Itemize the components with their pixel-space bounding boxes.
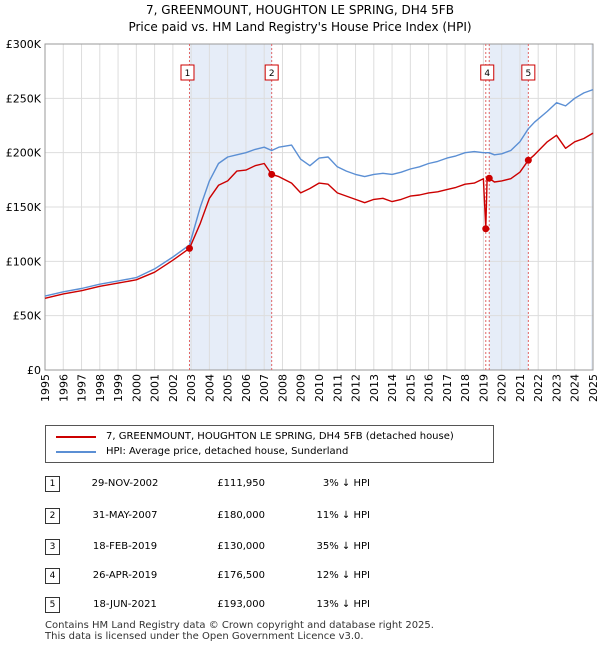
sale-point	[268, 170, 276, 178]
x-tick-label: 2022	[532, 374, 545, 402]
sale-label-text: 4	[484, 69, 490, 79]
x-tick-label: 2025	[587, 374, 600, 402]
x-tick-label: 2021	[514, 374, 527, 402]
sale-label-box	[521, 64, 536, 81]
x-tick-label: 2007	[258, 374, 271, 402]
sale-label-box	[480, 64, 495, 81]
row-number: 2	[45, 508, 60, 524]
row-hpi-diff: 13% ↓ HPI	[316, 599, 370, 610]
row-number: 5	[45, 597, 60, 613]
sale-label-text: 5	[525, 69, 531, 79]
x-tick-label: 2001	[149, 374, 162, 402]
legend-label-property: 7, GREENMOUNT, HOUGHTON LE SPRING, DH4 5…	[106, 431, 454, 442]
table-row: 4 26-APR-2019 £176,500 12% ↓ HPI	[0, 567, 600, 585]
x-tick-label: 2016	[423, 374, 436, 402]
legend-swatch-hpi	[56, 451, 96, 453]
x-tick-label: 2000	[130, 374, 143, 402]
legend: 7, GREENMOUNT, HOUGHTON LE SPRING, DH4 5…	[45, 425, 494, 463]
table-row: 3 18-FEB-2019 £130,000 35% ↓ HPI	[0, 538, 600, 556]
row-number: 3	[45, 539, 60, 555]
sale-labels: 1 2 4 5	[180, 64, 536, 81]
x-tick-label: 2023	[550, 374, 563, 402]
x-tick-label: 1997	[76, 374, 89, 402]
property-series-line	[44, 132, 594, 299]
x-tick-label: 2017	[441, 374, 454, 402]
footer-attribution: Contains HM Land Registry data © Crown c…	[45, 620, 434, 642]
x-tick-label: 2003	[185, 374, 198, 402]
y-axis-ticks: £0 £50K £100K £150K £200K £250K £300K	[6, 38, 42, 377]
x-tick-label: 2013	[368, 374, 381, 402]
sale-label-box	[180, 64, 195, 81]
sale-point	[485, 174, 493, 182]
x-tick-label: 2004	[203, 374, 216, 402]
table-row: 5 18-JUN-2021 £193,000 13% ↓ HPI	[0, 596, 600, 614]
row-number: 1	[45, 476, 60, 492]
legend-label-hpi: HPI: Average price, detached house, Sund…	[106, 446, 349, 457]
table-row: 1 29-NOV-2002 £111,950 3% ↓ HPI	[0, 475, 600, 493]
legend-swatch-property	[56, 436, 96, 438]
row-price: £180,000	[217, 510, 265, 521]
sale-point	[185, 244, 193, 252]
sale-points	[185, 156, 532, 252]
x-tick-label: 2010	[313, 374, 326, 402]
x-tick-label: 1995	[39, 374, 52, 402]
row-date: 31-MAY-2007	[92, 510, 158, 521]
row-hpi-diff: 3% ↓ HPI	[322, 478, 370, 489]
row-hpi-diff: 11% ↓ HPI	[316, 510, 370, 521]
row-hpi-diff: 35% ↓ HPI	[316, 541, 370, 552]
sale-point	[482, 225, 490, 233]
y-tick-label: £300K	[6, 38, 42, 51]
y-tick-label: £150K	[6, 201, 42, 214]
title-line-1: 7, GREENMOUNT, HOUGHTON LE SPRING, DH4 5…	[146, 3, 454, 17]
title-line-2: Price paid vs. HM Land Registry's House …	[128, 20, 472, 34]
hpi-series-line	[44, 88, 594, 297]
sale-label-text: 2	[269, 69, 275, 79]
row-price: £130,000	[217, 541, 265, 552]
x-tick-label: 2009	[295, 374, 308, 402]
plot-frame	[44, 43, 594, 371]
x-axis-ticks: 1995 1996 1997 1998 1999 2000 2001 2002 2003 2004…	[39, 374, 600, 402]
x-tick-label: 2018	[459, 374, 472, 402]
x-tick-label: 2020	[496, 374, 509, 402]
chart-title: 7, GREENMOUNT, HOUGHTON LE SPRING, DH4 5…	[0, 2, 600, 36]
row-date: 18-JUN-2021	[93, 599, 157, 610]
y-tick-label: £0	[27, 364, 41, 377]
x-tick-label: 2005	[222, 374, 235, 402]
x-tick-label: 2024	[569, 374, 582, 402]
x-tick-label: 1996	[57, 374, 70, 402]
x-tick-label: 2008	[276, 374, 289, 402]
sale-label-text: 1	[185, 69, 191, 79]
y-tick-label: £250K	[6, 92, 42, 105]
x-tick-label: 2006	[240, 374, 253, 402]
y-tick-label: £200K	[6, 147, 42, 160]
row-price: £176,500	[217, 570, 265, 581]
y-tick-label: £100K	[6, 255, 42, 268]
row-date: 18-FEB-2019	[92, 541, 158, 552]
sale-point	[524, 156, 532, 164]
x-tick-label: 2019	[477, 374, 490, 402]
x-tick-label: 2014	[386, 374, 399, 402]
row-date: 29-NOV-2002	[91, 478, 159, 489]
row-price: £111,950	[217, 478, 265, 489]
x-tick-label: 2011	[331, 374, 344, 402]
row-number: 4	[45, 568, 60, 584]
price-chart: 1 2 4 5 £0 £50K £100K £150K £200K £250K £300K 199…	[6, 38, 600, 402]
sale-label-box	[264, 64, 279, 81]
row-price: £193,000	[217, 599, 265, 610]
x-tick-label: 1998	[94, 374, 107, 402]
row-date: 26-APR-2019	[92, 570, 158, 581]
x-tick-label: 2015	[404, 374, 417, 402]
x-tick-label: 2002	[167, 374, 180, 402]
series-lines	[44, 88, 594, 299]
x-tick-label: 2012	[350, 374, 363, 402]
x-tick-label: 1999	[112, 374, 125, 402]
table-row: 2 31-MAY-2007 £180,000 11% ↓ HPI	[0, 507, 600, 525]
y-tick-label: £50K	[13, 310, 42, 323]
row-hpi-diff: 12% ↓ HPI	[316, 570, 370, 581]
